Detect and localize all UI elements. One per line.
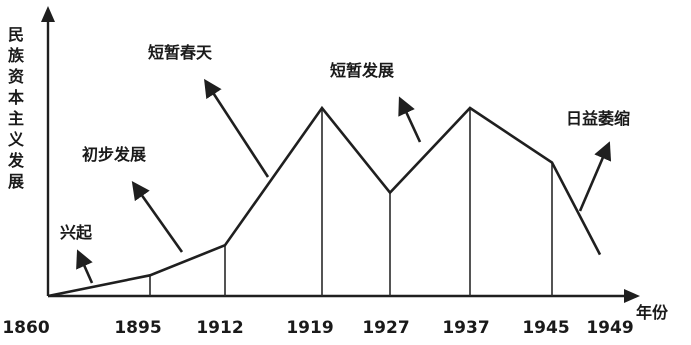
x-tick-label: 1927 — [362, 318, 409, 338]
annotation-arrow — [578, 141, 612, 212]
y-axis-title-char: 资 — [8, 67, 24, 86]
annotation-pointers — [76, 78, 612, 284]
annotation-label: 短暂发展 — [330, 61, 395, 80]
x-tick-label: 1945 — [522, 318, 569, 338]
annotation-label: 兴起 — [60, 223, 93, 242]
drop-lines — [149, 108, 553, 296]
annotation-label: 短暂春天 — [148, 43, 213, 62]
y-axis-title-char: 义 — [8, 130, 24, 149]
y-axis-title-char: 发 — [7, 151, 25, 170]
annotation-arrow — [76, 249, 94, 284]
series-line — [47, 105, 602, 298]
y-axis-title-char: 主 — [8, 109, 24, 128]
x-axis-title: 年份 — [636, 303, 669, 322]
x-tick-label: 1895 — [114, 318, 161, 338]
x-tick-label: 1937 — [442, 318, 489, 338]
y-axis-title-char: 民 — [8, 25, 24, 44]
x-tick-label: 1919 — [286, 318, 333, 338]
x-axis-arrow — [624, 289, 640, 303]
x-tick-labels: 1860 1895 1912 1919 1927 1937 1945 1949 — [2, 318, 633, 338]
annotation-arrow — [131, 181, 184, 253]
annotation-arrow — [398, 96, 422, 143]
annotation-arrow — [204, 78, 270, 178]
y-axis-title-char: 本 — [8, 88, 24, 107]
annotation-label: 初步发展 — [82, 145, 147, 164]
x-tick-label: 1949 — [586, 318, 633, 338]
y-axis-title-char: 展 — [8, 172, 25, 191]
y-axis-arrow — [41, 6, 55, 22]
x-tick-label: 1912 — [196, 318, 243, 338]
annotation-label: 日益萎缩 — [566, 109, 630, 128]
x-tick-label: 1860 — [2, 318, 49, 338]
y-axis-title-char: 族 — [8, 46, 25, 65]
